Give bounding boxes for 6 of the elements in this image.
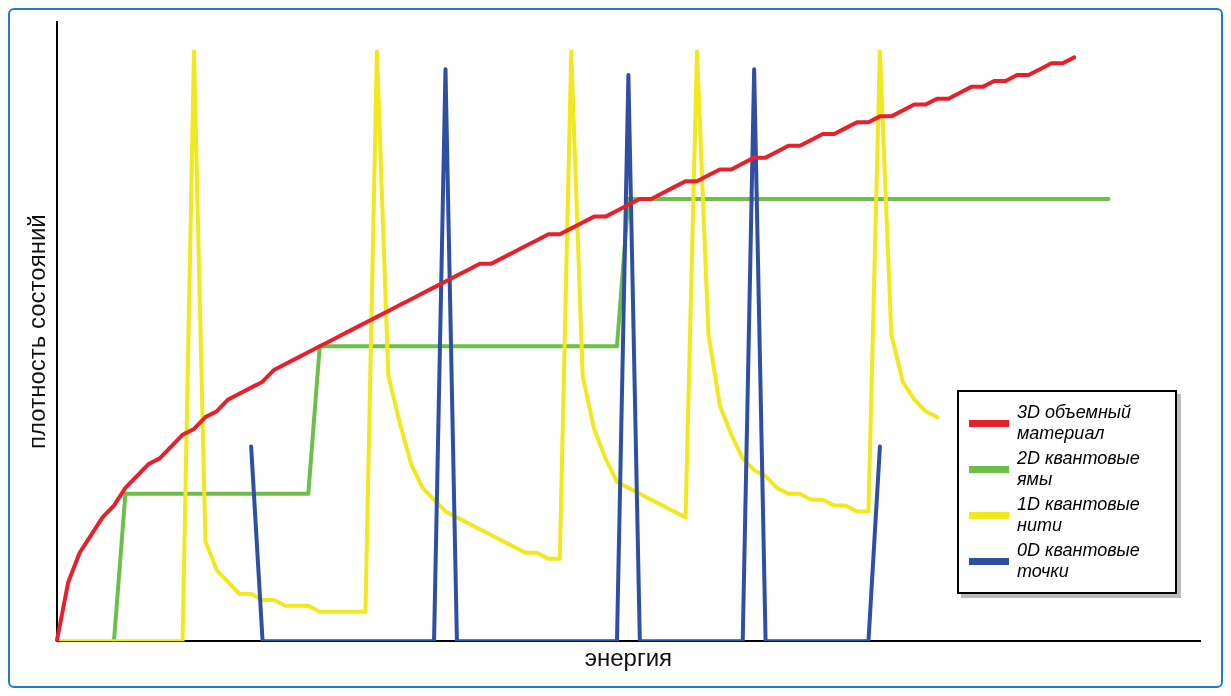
legend-label: 1D квантовые нити bbox=[1017, 494, 1141, 536]
legend-label: 0D квантовые точки bbox=[1017, 540, 1141, 582]
x-axis-title: энергия bbox=[584, 644, 673, 672]
legend-label: 2D квантовые ямы bbox=[1017, 448, 1141, 490]
y-axis-title: плотность состояний bbox=[23, 214, 51, 449]
legend-label: 3D объемный материал bbox=[1017, 402, 1133, 444]
